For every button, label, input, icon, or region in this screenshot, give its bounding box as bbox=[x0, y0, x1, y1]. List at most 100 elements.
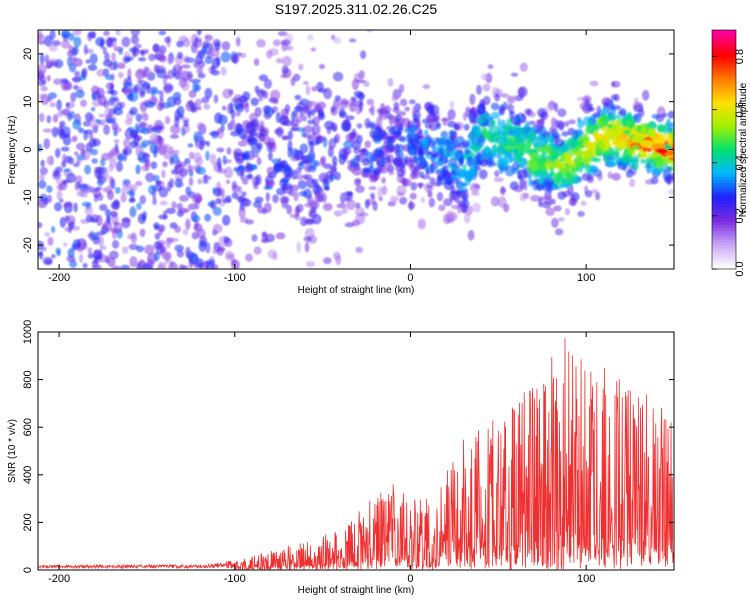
spectrogram-cell bbox=[296, 167, 302, 175]
spectrogram-cell bbox=[267, 249, 277, 259]
spectrogram-cell bbox=[440, 130, 449, 139]
spectrogram-cell bbox=[183, 55, 190, 63]
spectrogram-cell bbox=[340, 192, 346, 204]
spectrogram-cell bbox=[205, 259, 216, 265]
spectrogram-cell bbox=[436, 191, 444, 202]
spectrogram-cell bbox=[404, 106, 411, 112]
spectrogram-cell bbox=[230, 258, 237, 266]
spectrogram-cell bbox=[47, 194, 53, 203]
spectrogram-cell bbox=[359, 101, 363, 113]
spectrogram-cell bbox=[80, 148, 86, 156]
spectrogram-cell bbox=[503, 137, 509, 144]
spectrogram-cell bbox=[46, 75, 51, 82]
colorbar-tick-label: 0.0 bbox=[734, 261, 746, 276]
spectrogram-cell bbox=[461, 189, 469, 201]
colorbar-cell bbox=[712, 215, 736, 219]
spectrogram-cell bbox=[464, 213, 471, 224]
spectrogram-cell bbox=[169, 178, 175, 189]
spectrogram-cell bbox=[268, 137, 276, 149]
colorbar-cell bbox=[712, 110, 736, 115]
spectrogram-cell bbox=[188, 203, 198, 210]
colorbar-cell bbox=[712, 137, 736, 142]
spectrogram-cell bbox=[263, 78, 272, 89]
spectrogram-cell bbox=[290, 148, 299, 159]
spectrogram-cell bbox=[56, 190, 63, 201]
spectrogram-cell bbox=[97, 193, 104, 201]
spectrogram-cell bbox=[59, 216, 66, 228]
spectrogram-cell bbox=[158, 142, 168, 155]
spectrogram-cell bbox=[65, 102, 70, 108]
spectrogram-cell bbox=[439, 138, 450, 145]
spectrogram-cell bbox=[573, 179, 578, 185]
spectrogram-cell bbox=[192, 82, 199, 93]
spectrogram-cell bbox=[184, 158, 191, 165]
spectrogram-cell bbox=[544, 105, 554, 113]
spectrogram-cell bbox=[333, 37, 342, 44]
spectrogram-cell bbox=[521, 140, 527, 149]
spectrogram-cell bbox=[97, 231, 106, 236]
spectrogram-cell bbox=[573, 155, 585, 167]
spectrogram-cell bbox=[115, 30, 121, 36]
spectrogram-cell bbox=[154, 50, 165, 61]
spectrogram-cell bbox=[629, 178, 636, 188]
spectrogram-cell bbox=[112, 240, 120, 249]
colorbar-cell bbox=[712, 35, 736, 40]
spectrogram-cell bbox=[509, 95, 517, 103]
spectrogram-cell bbox=[81, 67, 88, 78]
spectrogram-cell bbox=[571, 167, 579, 173]
spectrogram-cell bbox=[110, 147, 120, 157]
spectrogram-cell bbox=[399, 98, 408, 107]
spectrogram-cell bbox=[40, 159, 45, 167]
spectrogram-cell bbox=[305, 85, 311, 96]
spectrogram-cell bbox=[140, 111, 147, 117]
y-tick-label: 20 bbox=[22, 48, 34, 60]
x-tick-label: 0 bbox=[407, 272, 413, 284]
spectrogram-cell bbox=[60, 146, 70, 152]
spectrogram-cell bbox=[204, 87, 213, 99]
spectrogram-cell bbox=[310, 109, 316, 116]
spectrogram-cell bbox=[240, 169, 245, 181]
spectrogram-cell bbox=[610, 113, 616, 122]
spectrogram-cell bbox=[244, 102, 250, 113]
spectrogram-cell bbox=[640, 139, 653, 148]
spectrogram-cell bbox=[544, 134, 555, 143]
spectrogram-cell bbox=[334, 95, 341, 102]
spectrogram-cell bbox=[593, 157, 602, 163]
spectrogram-cell bbox=[299, 112, 304, 118]
spectrogram-cell bbox=[316, 81, 324, 92]
spectrogram-cell bbox=[72, 135, 78, 142]
spectrogram-cell bbox=[42, 128, 53, 133]
spectrogram-cell bbox=[124, 118, 133, 126]
spectrogram-cell bbox=[503, 126, 510, 133]
spectrogram-cell bbox=[173, 97, 182, 106]
spectrogram-cell bbox=[296, 116, 303, 123]
spectrogram-cell bbox=[103, 170, 110, 181]
spectrogram-cell bbox=[304, 227, 315, 239]
spectrogram-cell bbox=[150, 161, 158, 170]
spectrogram-cell bbox=[105, 215, 111, 224]
spectrogram-cell bbox=[144, 244, 155, 255]
spectrogram-cell bbox=[161, 169, 166, 179]
spectrogram-cell bbox=[56, 99, 62, 111]
spectrogram-cell bbox=[393, 102, 400, 110]
spectrogram-cell bbox=[115, 161, 123, 172]
spectrogram-cell bbox=[302, 115, 307, 122]
spectrogram-cell bbox=[358, 70, 365, 79]
colorbar-cell bbox=[712, 197, 736, 201]
spectrogram-cell bbox=[138, 90, 146, 98]
spectrogram-cell bbox=[197, 141, 205, 150]
spectrogram-cell bbox=[518, 168, 528, 180]
spectrogram-cell bbox=[63, 168, 71, 173]
spectrogram-cell bbox=[355, 178, 362, 184]
spectrogram-cell bbox=[39, 112, 45, 123]
spectrogram-cell bbox=[180, 64, 191, 69]
spectrogram-cell bbox=[128, 243, 139, 250]
spectrogram-cell bbox=[130, 35, 139, 45]
spectrogram-cell bbox=[204, 213, 212, 222]
spectrogram-cell bbox=[481, 73, 488, 81]
colorbar-cell bbox=[712, 62, 736, 67]
spectrogram-cell bbox=[510, 114, 521, 126]
spectrogram-cell bbox=[248, 131, 255, 142]
spectrogram-cell bbox=[318, 108, 325, 117]
spectrogram-cell bbox=[573, 150, 582, 155]
